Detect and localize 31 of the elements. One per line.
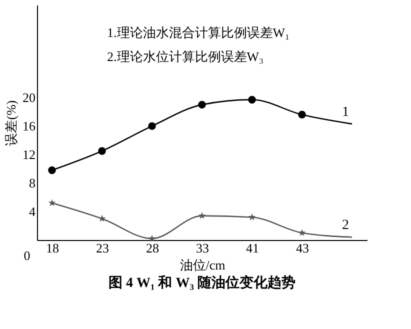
x-tick-label: 43 [296,240,309,256]
series-label: 1 [342,104,349,120]
x-tick-label: 23 [96,240,109,256]
y-tick-label: 20 [22,90,36,106]
x-tick-label: 18 [46,240,59,256]
y-tick-label: 8 [29,176,36,191]
point [148,234,156,242]
x-axis-title: 油位/cm [180,258,226,272]
point [298,229,306,236]
y-axis-title: 误差(%) [4,100,18,146]
annotation: 2.理论水位计算比例误差W₃ [107,49,264,64]
point [48,199,56,206]
x-tick-label: 28 [146,240,159,256]
point [198,212,206,219]
point [48,166,56,174]
y-tick-label: 16 [22,118,36,134]
text: 图 4 W₁ 和 W₃ 随油位变化趋势 [108,274,296,291]
series-label: 2 [342,218,349,234]
point [148,122,156,130]
point [248,213,256,220]
x-tick-label: 41 [246,240,259,256]
point [248,96,256,104]
y-tick-label: 4 [29,204,36,220]
point [98,147,106,155]
annotation: 1.理论油水混合计算比例误差W₁ [107,25,290,40]
x-tick-label: 33 [196,240,209,256]
y-tick-label: 12 [22,147,36,162]
point [298,110,306,119]
point [98,214,106,222]
text: 0 [24,248,30,263]
point [198,100,206,109]
